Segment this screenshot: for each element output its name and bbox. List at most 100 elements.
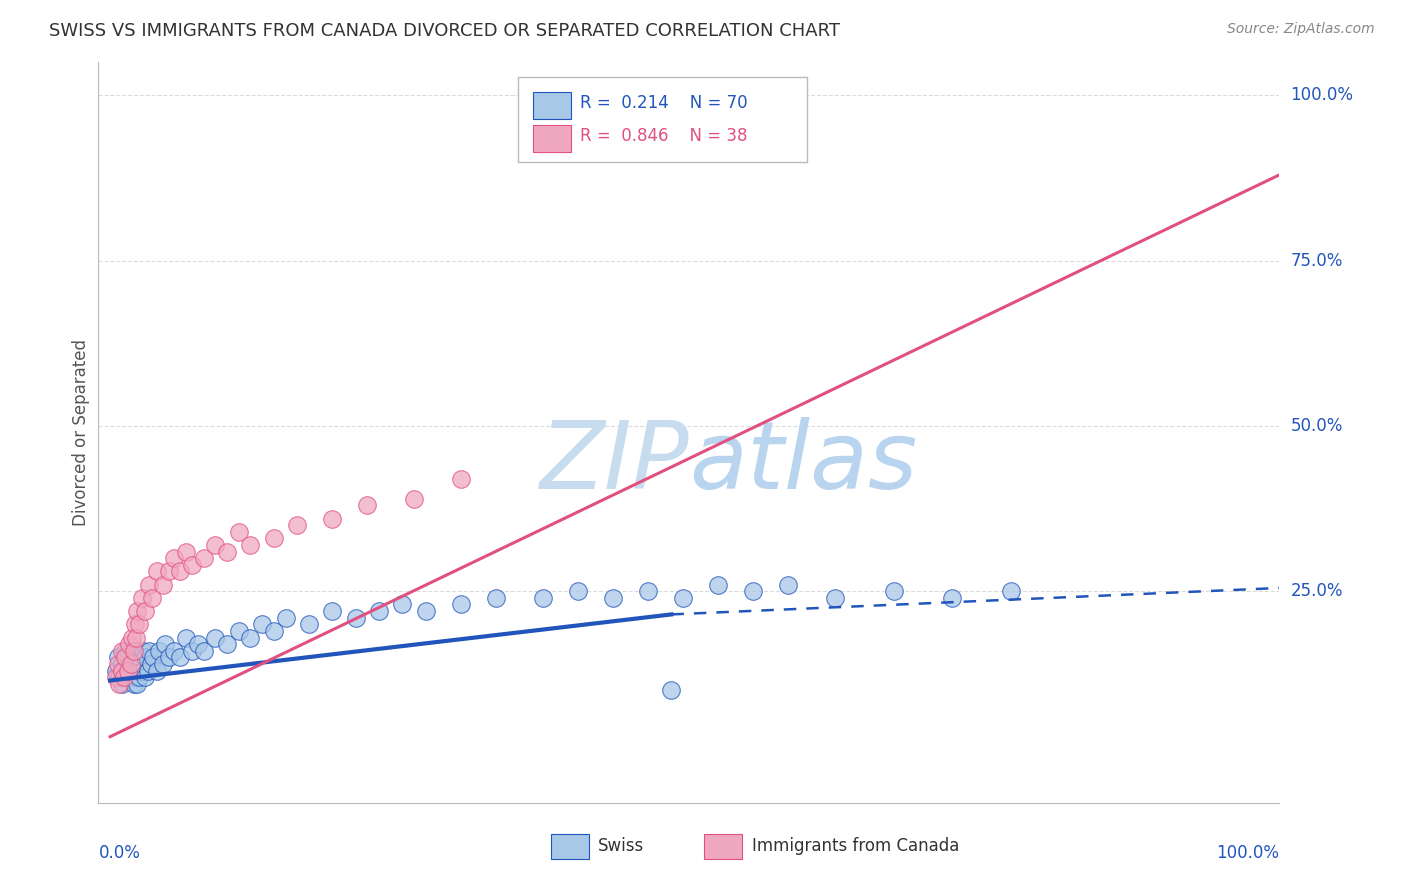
Point: [125, 657, 148, 671]
Point: [285, 518, 308, 533]
Point: [111, 664, 134, 678]
Point: [128, 650, 150, 665]
Point: [193, 644, 215, 658]
Point: [204, 631, 226, 645]
Point: [181, 644, 204, 658]
Point: [263, 532, 285, 546]
Point: [215, 544, 238, 558]
Point: [321, 511, 343, 525]
Point: [127, 664, 149, 678]
Point: [274, 611, 297, 625]
Point: [450, 472, 472, 486]
Text: R =  0.846    N = 38: R = 0.846 N = 38: [581, 128, 748, 145]
Point: [136, 664, 159, 678]
Point: [228, 624, 250, 638]
Text: 25.0%: 25.0%: [1291, 582, 1343, 600]
Point: [391, 598, 413, 612]
Point: [146, 664, 169, 678]
Point: [134, 604, 156, 618]
Point: [531, 591, 554, 605]
Point: [169, 650, 191, 665]
Point: [672, 591, 695, 605]
Point: [122, 677, 145, 691]
Point: [118, 657, 141, 671]
Point: [204, 538, 226, 552]
Point: [117, 664, 139, 678]
Point: [118, 637, 141, 651]
Point: [107, 657, 129, 671]
Text: Immigrants from Canada: Immigrants from Canada: [752, 838, 959, 855]
Point: [104, 670, 127, 684]
Point: [122, 644, 145, 658]
Point: [163, 644, 186, 658]
Point: [128, 617, 150, 632]
Point: [883, 584, 905, 599]
Point: [125, 631, 148, 645]
Point: [368, 604, 391, 618]
Point: [128, 670, 150, 684]
Point: [138, 577, 160, 591]
Point: [181, 558, 204, 572]
Point: [125, 650, 148, 665]
Point: [228, 524, 250, 539]
Point: [131, 664, 153, 678]
Point: [1000, 584, 1022, 599]
Point: [263, 624, 285, 638]
Point: [125, 604, 148, 618]
Point: [142, 650, 165, 665]
Point: [108, 670, 131, 684]
Point: [122, 657, 145, 671]
Point: [153, 637, 176, 651]
Point: [250, 617, 273, 632]
FancyBboxPatch shape: [551, 834, 589, 859]
Point: [187, 637, 209, 651]
Point: [450, 598, 472, 612]
Text: 75.0%: 75.0%: [1291, 252, 1343, 269]
Point: [707, 577, 730, 591]
Point: [637, 584, 659, 599]
Point: [124, 617, 146, 632]
Point: [239, 631, 262, 645]
Point: [125, 677, 148, 691]
Point: [152, 577, 174, 591]
Point: [567, 584, 589, 599]
Point: [111, 644, 134, 658]
Point: [125, 670, 148, 684]
Point: [104, 664, 127, 678]
Point: [114, 650, 136, 665]
Point: [941, 591, 963, 605]
Point: [111, 677, 134, 691]
Text: R =  0.214    N = 70: R = 0.214 N = 70: [581, 95, 748, 112]
Point: [193, 551, 215, 566]
Text: 0.0%: 0.0%: [98, 844, 141, 862]
Text: 50.0%: 50.0%: [1291, 417, 1343, 435]
Point: [148, 644, 170, 658]
Point: [152, 657, 174, 671]
Point: [131, 591, 153, 605]
Point: [107, 650, 129, 665]
Point: [112, 670, 135, 684]
Point: [124, 664, 146, 678]
Point: [141, 591, 163, 605]
FancyBboxPatch shape: [533, 92, 571, 119]
Point: [215, 637, 238, 651]
Point: [157, 565, 180, 579]
Point: [602, 591, 624, 605]
Point: [778, 577, 800, 591]
Text: 100.0%: 100.0%: [1216, 844, 1279, 862]
Point: [117, 650, 139, 665]
Point: [321, 604, 343, 618]
Point: [134, 650, 156, 665]
Point: [129, 657, 152, 671]
Point: [146, 565, 169, 579]
Point: [239, 538, 262, 552]
Point: [138, 644, 160, 658]
Point: [111, 657, 134, 671]
Point: [824, 591, 846, 605]
Y-axis label: Divorced or Separated: Divorced or Separated: [72, 339, 90, 526]
Point: [108, 677, 131, 691]
Point: [415, 604, 437, 618]
FancyBboxPatch shape: [704, 834, 742, 859]
Point: [163, 551, 186, 566]
Text: 100.0%: 100.0%: [1291, 87, 1354, 104]
